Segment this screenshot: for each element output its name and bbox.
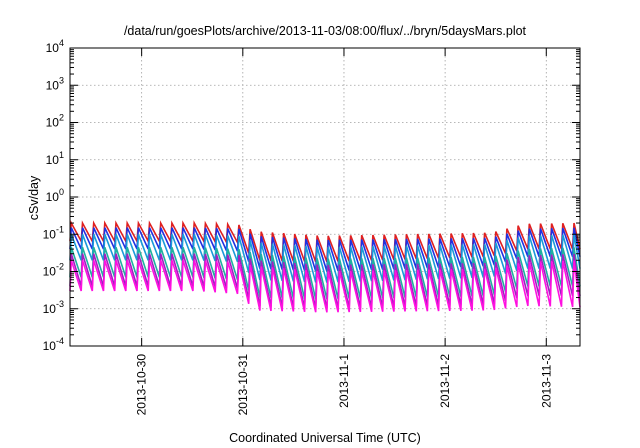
series-line-6 [69, 260, 581, 313]
y-tick-label: 101 [46, 150, 64, 167]
x-tick-label: 2013-10-31 [236, 354, 250, 416]
y-tick-label: 104 [46, 38, 64, 55]
x-tick-label: 2013-11-2 [438, 354, 452, 408]
ticks: 10-4 10-3 10-2 10-1 100 101 102 103 104 2013-10-3… [43, 38, 580, 415]
y-tick-label: 10-2 [43, 262, 64, 279]
x-tick-label: 2013-11-1 [337, 354, 351, 408]
x-axis-label: Coordinated Universal Time (UTC) [229, 431, 421, 445]
chart-title: /data/run/goesPlots/archive/2013-11-03/0… [124, 24, 527, 38]
x-tick-label: 2013-11-3 [539, 354, 553, 408]
y-axis-label: cSv/day [27, 175, 41, 220]
x-tick-label: 2013-10-30 [135, 354, 149, 416]
y-tick-label: 10-1 [43, 224, 64, 241]
y-tick-label: 100 [46, 187, 64, 204]
y-tick-label: 103 [46, 75, 64, 92]
y-tick-label: 10-4 [43, 336, 64, 353]
y-tick-label: 10-3 [43, 299, 64, 316]
y-tick-label: 102 [46, 113, 64, 130]
series-layer [69, 220, 581, 313]
